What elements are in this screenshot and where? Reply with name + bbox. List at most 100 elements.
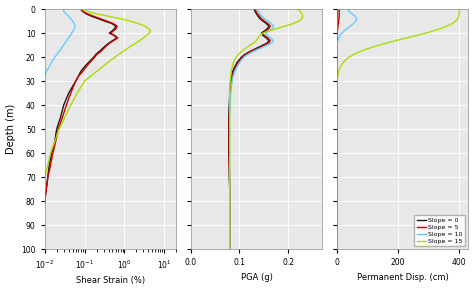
Slope = 10 [234,65,240,68]
Slope = 5 [264,29,269,32]
Slope = 5 [227,212,233,215]
Slope = 5 [336,22,341,25]
Slope = 0 [227,200,233,203]
Slope = 10 [267,29,273,32]
Slope = 10 [227,116,233,119]
Slope = 10 [334,188,339,191]
Slope = 5 [228,91,233,95]
Slope = 10 [334,104,339,107]
Slope = 10 [232,70,237,73]
Slope = 10 [262,17,267,20]
Slope = 10 [227,152,233,155]
Slope = 10 [61,43,66,47]
Slope = 0 [334,22,340,25]
Slope = 5 [334,31,340,35]
Slope = 10 [334,236,339,239]
Slope = 15 [235,53,241,56]
Slope = 10 [42,74,47,78]
Slope = 5 [334,55,339,59]
Slope = 10 [334,46,339,49]
Slope = 15 [438,26,444,30]
Slope = 5 [266,41,272,45]
Slope = 5 [259,17,264,20]
Slope = 10 [255,10,261,13]
Slope = 0 [334,48,339,52]
Slope = 10 [72,26,77,30]
Slope = 0 [334,55,339,59]
Slope = 10 [254,7,260,11]
Slope = 15 [106,15,111,18]
Slope = 5 [243,53,248,56]
Slope = 10 [241,55,246,59]
Slope = 0 [230,70,236,73]
Slope = 0 [58,116,64,119]
Slope = 0 [226,152,232,155]
Slope = 0 [91,55,97,59]
Slope = 0 [107,31,112,35]
Slope = 0 [334,51,339,54]
Slope = 15 [227,91,233,95]
Slope = 15 [227,116,233,119]
Slope = 10 [237,60,243,64]
Slope = 15 [147,29,153,32]
Slope = 15 [229,65,235,68]
Slope = 15 [130,43,136,47]
Slope = 10 [63,41,68,45]
Slope = 15 [85,10,91,13]
Slope = 0 [33,248,39,251]
Slope = 10 [52,55,58,59]
Slope = 15 [227,127,233,131]
Slope = 0 [82,65,87,68]
Slope = 10 [334,164,339,167]
Slope = 10 [265,19,271,23]
Slope = 5 [267,24,273,28]
Slope = 10 [228,91,234,95]
Slope = 15 [227,236,233,239]
Slope = 5 [75,74,81,78]
Slope = 5 [64,104,69,107]
Slope = 0 [226,127,232,131]
Slope = 5 [227,152,232,155]
Slope = 15 [413,34,419,37]
Slope = 10 [21,200,27,203]
Slope = 15 [254,39,259,42]
Slope = 10 [270,39,276,42]
Slope = 0 [78,70,83,73]
Slope = 0 [334,248,339,251]
Slope = 5 [92,55,98,59]
Slope = 10 [21,224,27,227]
Slope = 10 [263,31,269,35]
Slope = 0 [93,53,99,56]
Slope = 10 [349,12,355,16]
Slope = 10 [269,41,275,45]
Slope = 15 [33,224,39,227]
Slope = 10 [21,212,27,215]
Line: Slope = 5: Slope = 5 [36,9,118,249]
X-axis label: Permanent Disp. (cm): Permanent Disp. (cm) [357,273,448,282]
Slope = 15 [334,139,339,143]
Slope = 10 [72,24,78,28]
Slope = 0 [227,248,233,251]
Slope = 15 [335,74,340,78]
Slope = 5 [335,29,340,32]
Slope = 15 [274,26,280,30]
Slope = 0 [227,164,232,167]
Slope = 0 [109,29,115,32]
Slope = 5 [262,19,267,23]
Slope = 5 [334,104,339,107]
Slope = 15 [450,22,456,25]
Slope = 0 [334,19,340,23]
Slope = 5 [108,31,113,35]
Slope = 5 [44,188,49,191]
Slope = 5 [231,70,237,73]
Slope = 10 [69,31,75,35]
Slope = 10 [21,188,27,191]
Slope = 10 [271,24,276,28]
Slope = 0 [335,15,340,18]
Slope = 15 [267,29,273,32]
Slope = 15 [346,55,352,59]
Slope = 0 [66,91,72,95]
Slope = 0 [42,200,47,203]
Slope = 5 [227,236,233,239]
Slope = 0 [264,22,269,25]
